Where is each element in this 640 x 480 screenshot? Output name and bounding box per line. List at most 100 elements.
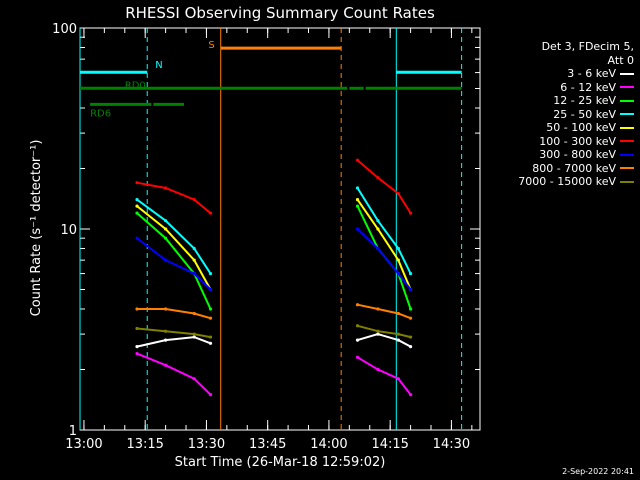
series-point-9: [164, 329, 168, 333]
series-point-7: [164, 258, 168, 262]
legend-entry-label: 100 - 300 keV: [539, 134, 616, 148]
series-point-2: [396, 377, 400, 381]
series-line-8: [137, 308, 211, 320]
series-line-9: [357, 324, 411, 339]
series-point-3: [135, 211, 139, 215]
series-point-1: [396, 338, 400, 342]
legend-entry: 3 - 6 keV: [480, 67, 634, 81]
series-point-2: [408, 393, 413, 397]
x-tick-label: 14:15: [371, 437, 408, 452]
legend-entry-label: 300 - 800 keV: [539, 148, 616, 161]
legend-swatch: [620, 86, 634, 89]
series-point-7: [396, 271, 400, 276]
series-point-7: [208, 287, 213, 292]
series-point-1: [355, 338, 360, 342]
series-line-2: [136, 352, 212, 396]
series-point-7: [408, 287, 413, 292]
series-point-1: [208, 341, 213, 345]
series-point-5: [396, 258, 400, 262]
legend-swatch: [620, 126, 634, 129]
series-line-9: [136, 327, 211, 339]
series-point-2: [164, 363, 168, 367]
series-line-6: [356, 159, 412, 214]
series-point-3: [408, 307, 413, 311]
series-line-4: [136, 198, 212, 275]
series-point-4: [192, 246, 196, 251]
series-point-9: [408, 335, 413, 339]
series-point-8: [376, 307, 380, 311]
legend-swatch: [620, 153, 634, 156]
x-tick-label: 13:00: [65, 437, 102, 452]
series-point-7: [192, 271, 196, 276]
series-point-1: [164, 338, 168, 342]
series-point-6: [192, 198, 196, 202]
series-line-1: [136, 336, 211, 348]
series-point-8: [192, 311, 196, 316]
series-line-1: [357, 333, 412, 348]
series-point-9: [208, 335, 213, 339]
series-point-4: [164, 219, 168, 223]
series-point-1: [408, 344, 413, 349]
legend-entry: 6 - 12 keV: [480, 81, 634, 95]
legend-entry: 100 - 300 keV: [480, 135, 634, 149]
series-point-6: [376, 176, 380, 180]
series-point-6: [355, 158, 360, 162]
series-point-7: [376, 246, 380, 251]
series-line-5: [136, 205, 212, 290]
series-line-3: [136, 212, 212, 310]
series-point-2: [192, 377, 196, 381]
legend-entry-label: 6 - 12 keV: [560, 80, 616, 94]
x-tick-label: 13:45: [249, 437, 286, 452]
series-point-1: [192, 335, 196, 339]
series-point-2: [135, 351, 139, 356]
legend-title-line-1: Det 3, FDecim 5,: [541, 40, 634, 53]
annotation-label: N: [155, 60, 162, 71]
series-point-2: [208, 393, 213, 397]
series-point-9: [376, 329, 380, 333]
legend-swatch: [620, 180, 634, 183]
generation-timestamp: 2-Sep-2022 20:41: [562, 467, 634, 476]
series-point-9: [355, 324, 360, 328]
x-tick-label: 13:30: [188, 437, 225, 452]
series-point-8: [135, 307, 139, 311]
series-point-3: [164, 236, 168, 240]
chart-title: RHESSI Observing Summary Count Rates: [125, 4, 435, 22]
series-point-4: [408, 271, 413, 276]
legend-swatch: [620, 72, 634, 75]
series-point-6: [135, 181, 139, 185]
annotation-label: RD0: [125, 80, 146, 91]
series-point-6: [164, 186, 168, 190]
series-point-3: [355, 204, 360, 208]
legend-swatch: [620, 140, 634, 143]
series-line-7: [136, 237, 212, 291]
series-line-8: [357, 303, 411, 320]
series-point-4: [135, 198, 139, 202]
series-point-9: [396, 332, 400, 336]
series-point-2: [376, 367, 380, 372]
series-point-5: [355, 198, 360, 202]
series-point-6: [396, 192, 400, 196]
series-point-5: [192, 258, 196, 262]
series-point-8: [355, 303, 360, 307]
legend-entry: 50 - 100 keV: [480, 121, 634, 135]
legend-entry: 800 - 7000 keV: [480, 162, 634, 176]
annotation-label: S: [208, 40, 214, 51]
x-axis-label: Start Time (26-Mar-18 12:59:02): [175, 455, 386, 470]
series-point-8: [396, 311, 400, 316]
series-point-9: [135, 326, 139, 331]
series-point-7: [355, 227, 360, 231]
series-point-5: [164, 227, 168, 231]
series-point-4: [396, 246, 400, 251]
y-axis-label: Count Rate (s⁻¹ detector⁻¹): [29, 140, 44, 317]
series-line-2: [356, 356, 412, 396]
series-point-7: [135, 236, 139, 240]
series-line-5: [356, 199, 412, 290]
series-point-8: [408, 316, 413, 320]
series-point-4: [355, 186, 360, 190]
series-line-4: [356, 187, 412, 275]
legend-entry-label: 800 - 7000 keV: [532, 161, 616, 175]
legend-swatch: [620, 99, 634, 102]
series-point-8: [208, 316, 213, 320]
series-point-8: [164, 307, 168, 311]
